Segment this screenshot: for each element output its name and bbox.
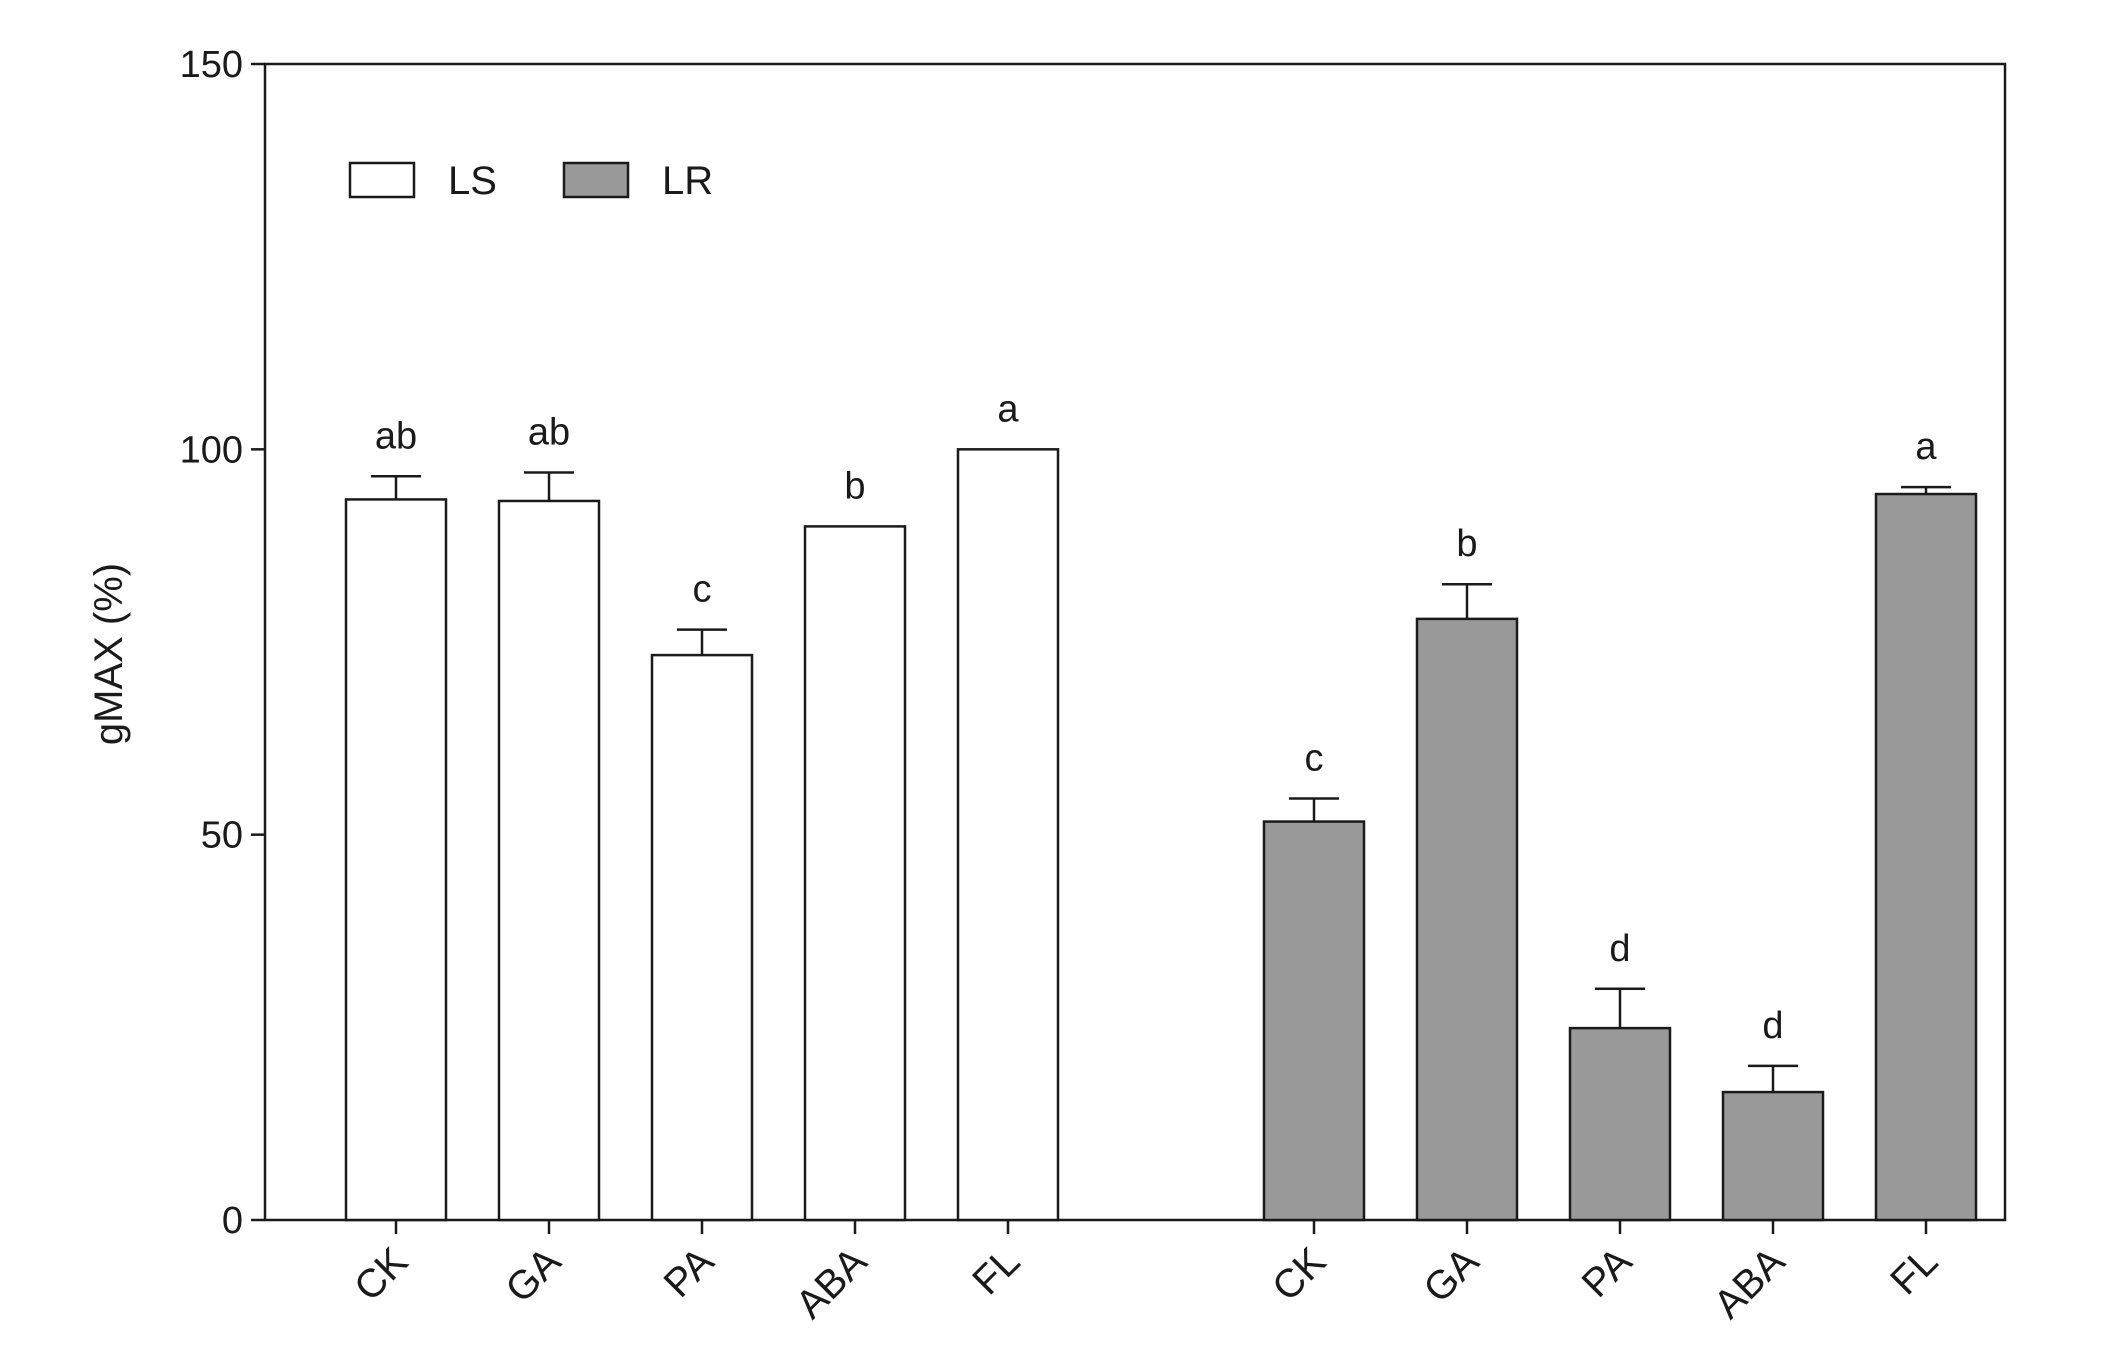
bar-ls-fl [956,448,1060,1222]
x-tick-label-ls-aba: ABA [788,1239,876,1327]
legend-label-lr: LR [662,159,713,203]
y-tick-label: 50 [201,815,243,857]
x-tick-label-lr-pa: PA [1574,1239,1641,1306]
legend-swatch-ls [348,161,416,199]
bar-lr-pa [1568,1026,1672,1222]
significance-label-ls-pa: c [693,569,712,611]
error-bars [371,471,1951,1093]
y-tick-label: 0 [222,1200,243,1242]
x-tick-label-lr-fl: FL [1882,1239,1946,1303]
plot-border [263,62,2007,1222]
x-tick-label-ls-fl: FL [964,1239,1028,1303]
significance-label-lr-pa: d [1609,928,1630,970]
bar-lr-fl [1874,492,1978,1222]
y-tick-label: 150 [180,44,243,86]
x-axis: CK GA PA ABA FL CK GA PA ABA FL [346,1220,1946,1327]
significance-label-lr-aba: d [1762,1005,1783,1047]
bar-ls-ga [497,499,601,1222]
significance-labels: ab ab c b a c b d d a [375,388,1938,1047]
y-axis-title: gMAX (%) [87,563,131,745]
x-tick-label-lr-ga: GA [1415,1239,1487,1311]
plot-frame [263,62,2007,1222]
legend-label-ls: LS [448,159,497,203]
bar-ls-aba [803,525,907,1222]
significance-label-ls-fl: a [997,388,1019,430]
legend: LS LR [348,159,713,203]
legend-swatch-lr [562,161,630,199]
significance-label-lr-ga: b [1456,523,1477,565]
bar-ls-pa [650,653,754,1222]
significance-label-ls-aba: b [844,465,865,507]
x-tick-label-lr-aba: ABA [1706,1239,1794,1327]
bar-ls-ck [344,498,448,1222]
bar-lr-ga [1415,617,1519,1222]
bar-lr-aba [1721,1090,1825,1222]
x-tick-label-lr-ck: CK [1264,1239,1335,1310]
bar-lr-ck [1262,820,1366,1222]
significance-label-ls-ck: ab [375,415,417,457]
x-tick-label-ls-ga: GA [497,1239,569,1311]
bars [344,448,1978,1222]
x-tick-label-ls-ck: CK [346,1239,417,1310]
significance-label-lr-fl: a [1915,426,1937,468]
x-tick-label-ls-pa: PA [656,1239,723,1306]
y-axis: 0 50 100 150 [180,44,265,1242]
y-tick-label: 100 [180,429,243,471]
significance-label-lr-ck: c [1305,737,1324,779]
significance-label-ls-ga: ab [528,411,570,453]
